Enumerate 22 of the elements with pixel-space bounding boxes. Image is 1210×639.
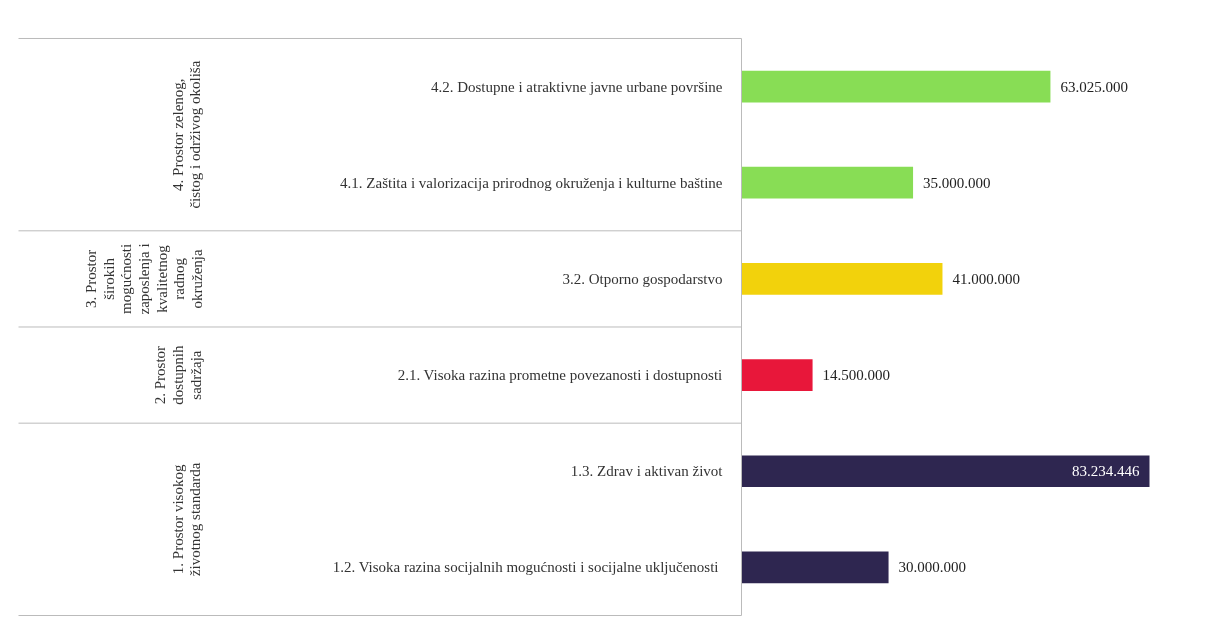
data-label: 41.000.000 xyxy=(952,270,1020,287)
text: 1. Prostor visokog životnog standarda xyxy=(169,462,204,577)
data-label: 14.500.000 xyxy=(822,367,891,384)
bar xyxy=(741,359,813,391)
data-label: 30.000.000 xyxy=(898,559,967,576)
bar xyxy=(741,70,1051,103)
bar xyxy=(741,263,943,295)
y-tick-label: 1.2. Visoka razina socijalnih mogućnosti i socijalne uključenosti xyxy=(332,559,719,576)
data-label: 83.234.446 xyxy=(1072,463,1140,480)
text: 3. Prostor širokih mogućnosti zaposlenja i kvalitetnog radnog okruženja xyxy=(83,243,205,315)
text: 2. Prostor dostupnih sadržaja xyxy=(152,345,204,405)
bar xyxy=(741,551,889,584)
y-tick-label: 3.2. Otporno gospodarstvo xyxy=(562,270,723,287)
data-label: 35.000.000 xyxy=(923,174,991,191)
data-label: 63.025.000 xyxy=(1060,78,1128,95)
y-tick-label: 1.3. Zdrav i aktivan život xyxy=(570,463,724,480)
bar xyxy=(741,455,1150,488)
y-tick-label: 2.1. Visoka razina prometne povezanosti i dostupnosti xyxy=(397,367,723,384)
text: 4. Prostor zelenog, čistog i održivog okoliša xyxy=(169,60,204,209)
bar xyxy=(741,166,914,199)
y-tick-label: 4.2. Dostupne i atraktivne javne urbane površine xyxy=(430,78,723,95)
y-tick-label: 4.1. Zaštita i valorizacija prirodnog okruženja i kulturne baštine xyxy=(340,174,723,191)
